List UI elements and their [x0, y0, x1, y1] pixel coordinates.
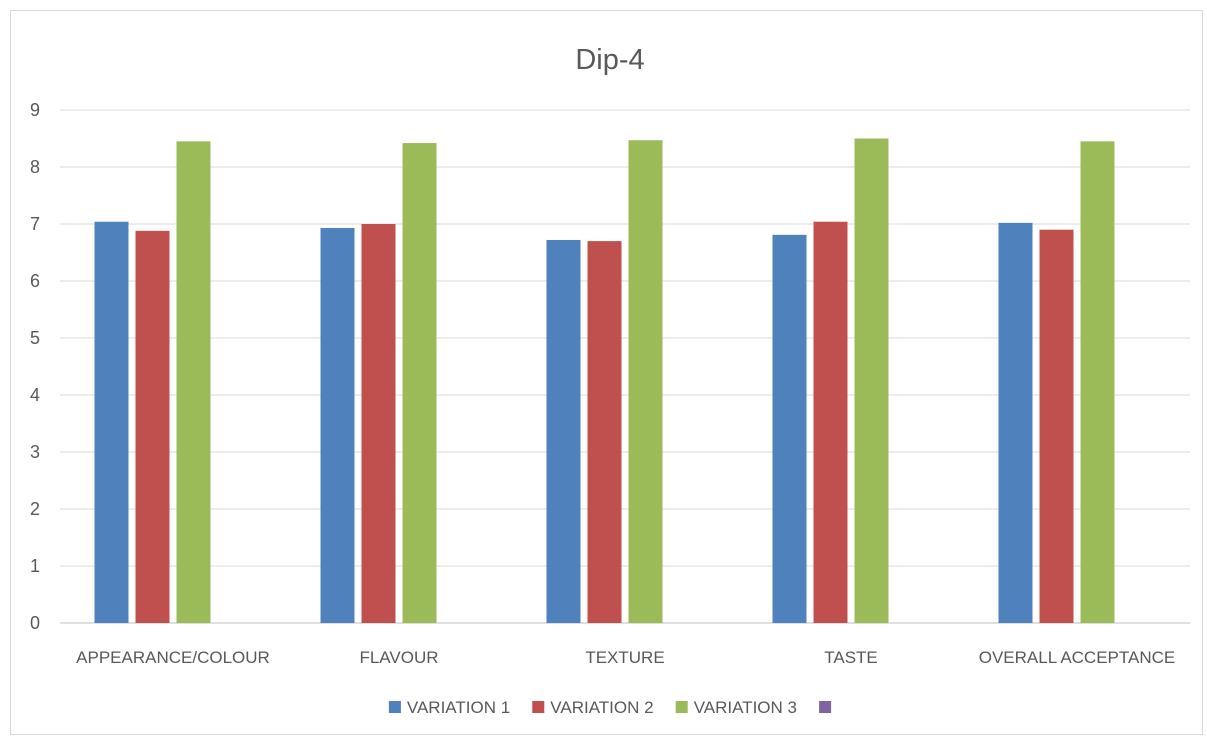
- y-tick-label: 0: [30, 613, 40, 633]
- bar-2-2: [361, 224, 396, 623]
- y-tick-label: 7: [30, 214, 40, 234]
- y-axis-ticks: 0 1 2 3 4 5 6 7 8 9: [30, 100, 40, 633]
- bar-2-1: [135, 230, 170, 623]
- bar-2-3: [587, 241, 622, 623]
- bar-3-2: [402, 143, 437, 623]
- legend-swatch: [675, 701, 688, 713]
- bar-1-1: [94, 221, 129, 623]
- bar-1-5: [998, 222, 1033, 624]
- legend: VARIATION 1 VARIATION 2 VARIATION 3: [388, 698, 832, 717]
- x-category-label: TEXTURE: [585, 648, 664, 667]
- bar-1-3: [546, 239, 581, 623]
- legend-label: VARIATION 3: [694, 698, 797, 717]
- x-category-label: FLAVOUR: [359, 648, 438, 667]
- bar-1-2: [320, 227, 355, 624]
- y-tick-label: 3: [30, 442, 40, 462]
- y-tick-label: 8: [30, 157, 40, 177]
- chart-title: Dip-4: [575, 44, 644, 76]
- y-tick-label: 2: [30, 499, 40, 519]
- bar-3-1: [176, 141, 211, 623]
- bar-3-4: [854, 138, 889, 623]
- y-tick-label: 5: [30, 328, 40, 348]
- y-tick-label: 1: [30, 556, 40, 576]
- x-axis-categories: APPEARANCE/COLOUR FLAVOUR TEXTURE TASTE OVER…: [76, 648, 1175, 667]
- y-tick-label: 4: [30, 385, 40, 405]
- legend-swatch: [388, 701, 401, 713]
- legend-swatch: [819, 701, 832, 713]
- legend-swatch: [532, 701, 545, 713]
- bar-2-4: [813, 221, 848, 623]
- bars: [94, 138, 1115, 624]
- bar-3-5: [1080, 141, 1115, 623]
- bar-2-5: [1039, 229, 1074, 623]
- x-category-label: OVERALL ACCEPTANCE: [979, 648, 1176, 667]
- y-tick-label: 6: [30, 271, 40, 291]
- legend-label: VARIATION 2: [550, 698, 653, 717]
- x-category-label: APPEARANCE/COLOUR: [76, 648, 270, 667]
- bar-1-4: [772, 234, 807, 623]
- legend-label: VARIATION 1: [407, 698, 510, 717]
- bar-3-3: [628, 140, 663, 623]
- y-tick-label: 9: [30, 100, 40, 120]
- x-category-label: TASTE: [824, 648, 878, 667]
